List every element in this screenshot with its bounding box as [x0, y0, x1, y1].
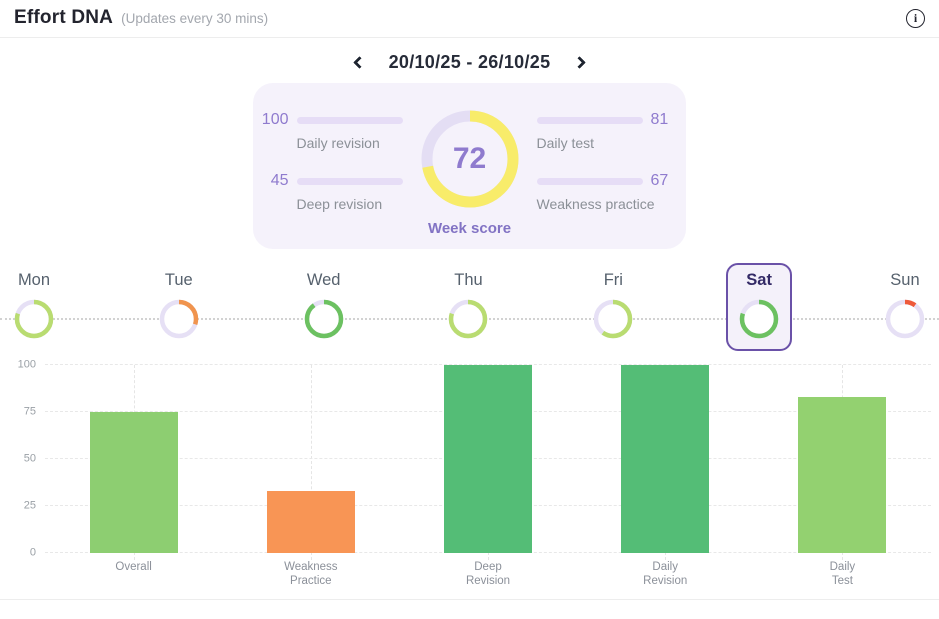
next-week-button[interactable]: [568, 51, 590, 73]
bar-overall: [89, 412, 178, 553]
x-axis-label: Daily Revision: [643, 561, 688, 588]
y-axis-tick: 25: [23, 499, 36, 512]
y-axis-tick: 0: [29, 546, 36, 559]
stat-progress-bar: [296, 116, 403, 124]
day-label: Fri: [603, 271, 623, 289]
chart-plot-area: 0 25 50 75 100: [18, 358, 931, 560]
day-progress-ring: [449, 299, 488, 339]
effort-bar-chart: 0 25 50 75 100 Overall Weakness Practice Deep …: [0, 358, 939, 600]
stat-label: Daily revision: [296, 135, 380, 151]
day-progress-ring: [304, 299, 343, 339]
stat-progress-bar: [536, 116, 643, 124]
bar-daily-revision: [621, 365, 710, 553]
stat-label: Daily test: [536, 135, 595, 151]
stat-label: Deep revision: [296, 196, 383, 212]
day-selector: Mon Tue Wed Thu Fri Sat Sun: [0, 261, 939, 355]
week-score-label: Week score: [427, 220, 512, 237]
bottom-divider: [0, 598, 939, 600]
day-tab-tue[interactable]: Tue: [147, 261, 211, 351]
summary-left-column: 100 Daily revision 45 Deep revision: [257, 107, 403, 212]
week-score-ring: [421, 110, 518, 208]
day-tab-mon[interactable]: Mon: [2, 261, 66, 351]
summary-right-column: 81 Daily test 67 Weakness practice: [536, 107, 683, 212]
update-frequency-note: (Updates every 30 mins): [121, 10, 269, 26]
y-axis-tick: 100: [17, 358, 36, 371]
chart-column-overall: [45, 365, 222, 560]
day-tab-wed[interactable]: Wed: [292, 261, 356, 351]
week-score-value: 72: [452, 142, 487, 175]
day-progress-ring: [739, 299, 779, 339]
x-axis-label: Overall: [115, 561, 152, 573]
day-tab-thu[interactable]: Thu: [436, 261, 500, 351]
stat-weakness-practice: 67 Weakness practice: [536, 172, 683, 212]
y-axis-tick: 50: [23, 452, 36, 465]
x-axis-label: Weakness Practice: [284, 561, 338, 588]
gridline: 100: [18, 358, 931, 370]
chart-column-weakness-practice: [222, 365, 399, 560]
week-summary-card: 100 Daily revision 45 Deep revision 72: [253, 83, 686, 249]
day-tab-sun[interactable]: Sun: [873, 261, 937, 351]
y-axis-tick: 75: [23, 405, 36, 418]
info-icon[interactable]: i: [906, 8, 925, 28]
day-label: Wed: [306, 271, 341, 289]
x-axis-label: Daily Test: [829, 561, 856, 588]
day-label: Sun: [890, 271, 920, 289]
bar-weakness-practice: [266, 490, 355, 553]
x-axis-label: Deep Revision: [465, 561, 511, 588]
week-score-gauge: 72: [418, 107, 522, 211]
previous-week-button[interactable]: [349, 51, 371, 73]
chart-column-deep-revision: [399, 365, 576, 560]
vertical-gridline: [310, 365, 312, 560]
stat-daily-test: 81 Daily test: [536, 111, 683, 151]
day-progress-ring: [885, 299, 925, 339]
stat-value: 100: [261, 111, 289, 128]
stat-daily-revision: 100 Daily revision: [257, 111, 403, 151]
day-progress-ring: [14, 299, 54, 339]
stat-value: 45: [270, 172, 289, 189]
week-date-range: 20/10/25 - 26/10/25: [388, 51, 551, 72]
header: Effort DNA (Updates every 30 mins) i: [0, 0, 939, 38]
stat-deep-revision: 45 Deep revision: [257, 172, 403, 212]
stat-value: 67: [650, 172, 669, 189]
stat-value: 81: [650, 111, 669, 128]
day-label: Thu: [454, 271, 483, 289]
chart-x-axis-labels: Overall Weakness Practice Deep Revision Dai…: [45, 560, 931, 589]
bar-daily-test: [798, 396, 887, 553]
week-navigation: 20/10/25 - 26/10/25: [0, 51, 939, 73]
page-title: Effort DNA: [14, 7, 114, 28]
day-progress-ring: [594, 299, 633, 339]
day-label: Sat: [746, 271, 772, 289]
chart-column-daily-revision: [577, 365, 754, 560]
bar-deep-revision: [444, 365, 532, 553]
day-label: Tue: [164, 271, 193, 289]
stat-progress-bar: [296, 177, 403, 185]
stat-label: Weakness practice: [536, 196, 655, 212]
day-tab-sat[interactable]: Sat: [726, 263, 793, 351]
day-label: Mon: [17, 271, 51, 289]
chevron-left-icon: [353, 55, 366, 69]
day-tab-fri[interactable]: Fri: [581, 261, 645, 351]
chart-column-daily-test: [754, 365, 931, 560]
day-progress-ring: [159, 299, 199, 339]
chevron-right-icon: [573, 55, 586, 69]
stat-progress-bar: [536, 177, 643, 185]
